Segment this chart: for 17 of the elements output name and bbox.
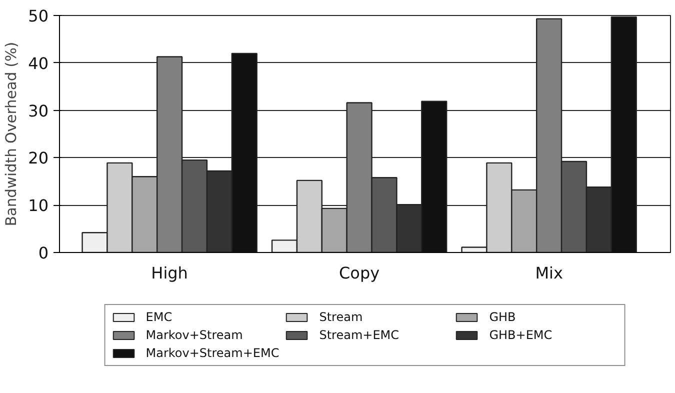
y-tick-label: 40 [28, 54, 48, 73]
x-tick-label: Mix [535, 264, 563, 282]
legend-label: GHB+EMC [489, 328, 554, 342]
legend-label: Stream [319, 310, 364, 324]
legend-label: Stream+EMC [319, 328, 400, 342]
y-axis-title: Bandwidth Overhead (%) [3, 42, 20, 226]
y-tick-label: 0 [38, 244, 49, 262]
y-tick-label: 30 [28, 101, 48, 120]
legend-label: EMC [146, 310, 174, 324]
y-tick-label: 50 [28, 6, 48, 26]
y-tick-label: 10 [28, 196, 48, 216]
x-tick-label: Copy [339, 264, 380, 282]
legend-label: Markov+Stream+EMC [146, 346, 280, 360]
legend-label: GHB [489, 310, 517, 324]
legend-label: Markov+Stream [146, 328, 244, 342]
x-tick-label: High [151, 264, 188, 282]
y-tick-label: 20 [28, 148, 48, 168]
